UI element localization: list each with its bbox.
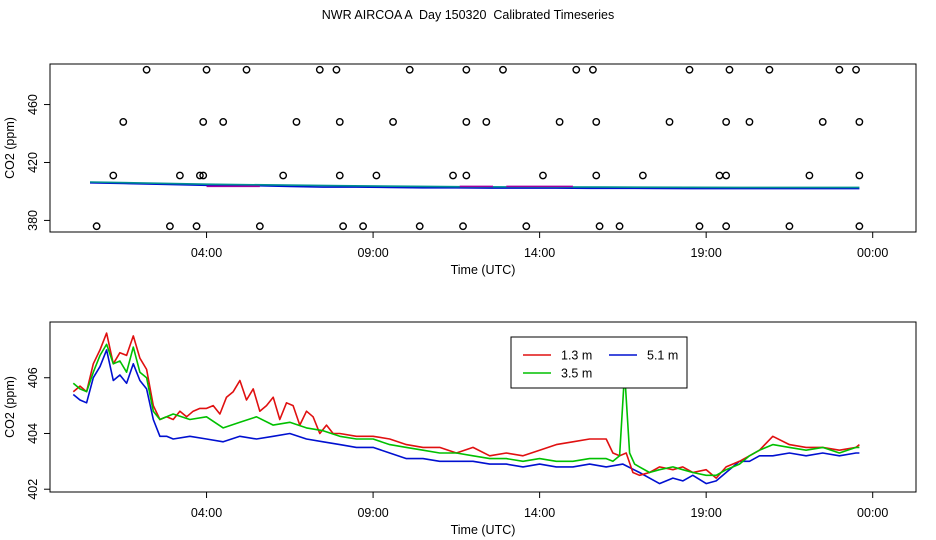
scatter-point [852,65,860,74]
scatter-point [765,65,774,74]
page-title: NWR AIRCOA A Day 150320 Calibrated Times… [321,8,615,22]
scatter-points [92,65,864,231]
scatter-point [595,222,604,231]
x-tick-label: 00:00 [857,246,888,260]
legend-label: 5.1 m [647,349,678,363]
scatter-point [415,222,424,231]
scatter-point [665,118,674,126]
scatter-point [335,118,344,126]
series-lines [72,332,860,485]
scatter-point [725,65,734,74]
scatter-point [522,222,531,231]
scatter-point [255,222,264,231]
scatter-point [199,118,208,126]
scatter-point [722,118,731,126]
x-tick-label: 04:00 [191,506,222,520]
y-tick-label: 402 [26,479,40,500]
x-axis-title: Time (UTC) [451,263,516,277]
top-plot: 04:00 09:00 14:00 19:00 00:00 380 420 460 Time (… [3,63,917,277]
y-axis-title: CO2 (ppm) [3,117,17,179]
x-tick-label: 19:00 [691,246,722,260]
y-tick-label: 380 [26,210,40,231]
scatter-point [119,118,128,126]
legend-label: 1.3 m [561,349,592,363]
scatter-point [449,171,457,180]
x-axis-title: Time (UTC) [451,523,516,537]
scatter-point [695,222,704,231]
scatter-point [555,118,564,126]
scatter-point [202,65,211,74]
scatter-point [592,171,601,180]
x-tick-label: 14:00 [524,506,555,520]
scatter-point [818,118,827,126]
y-tick-label: 420 [26,152,40,173]
x-tick-label: 09:00 [357,506,388,520]
scatter-point [638,171,647,180]
scatter-point [615,222,624,231]
scatter-point [339,222,348,231]
scatter-point [459,222,467,231]
scatter-point [499,65,507,74]
x-tick-label: 00:00 [857,506,888,520]
scatter-point [292,118,301,126]
series-line [72,343,860,477]
scatter-point [462,65,471,74]
scatter-point [745,118,754,126]
scatter-point [92,222,101,231]
scatter-point [175,171,184,180]
scatter-point [335,171,344,180]
scatter-point [219,118,228,126]
scatter-point [722,171,731,180]
y-tick-label: 460 [26,94,40,115]
scatter-point [242,65,251,74]
scatter-point [855,118,864,126]
scatter-point [715,171,724,180]
scatter-point [855,171,864,180]
scatter-point [142,65,151,74]
scatter-point [389,118,397,126]
scatter-point [589,65,597,74]
scatter-point [539,171,547,180]
plot-frame [49,63,917,233]
baseline-line [89,182,860,190]
scatter-point [722,222,731,231]
scatter-point [835,65,844,74]
baseline-lines [89,181,860,190]
scatter-point [315,65,324,74]
scatter-point [685,65,694,74]
scatter-point [359,222,367,231]
legend-box [510,336,688,389]
scatter-point [192,222,201,231]
scatter-point [372,171,381,180]
scatter-point [199,171,208,180]
scatter-point [166,222,174,231]
scatter-point [462,118,471,126]
series-line [72,349,860,485]
x-tick-label: 19:00 [691,506,722,520]
scatter-point [109,171,118,180]
scatter-point [279,171,288,180]
scatter-point [332,65,341,74]
legend-label: 3.5 m [561,367,592,381]
scatter-point [805,171,814,180]
bottom-plot: 04:00 09:00 14:00 19:00 00:00 402 404 406 Time (… [3,321,917,537]
scatter-point [482,118,491,126]
x-tick-label: 09:00 [357,246,388,260]
scatter-point [405,65,414,74]
scatter-point [462,171,471,180]
plot-frame [49,321,917,493]
scatter-point [855,222,864,231]
y-tick-label: 406 [26,367,40,388]
scatter-point [785,222,794,231]
scatter-point [572,65,581,74]
legend: 1.3 m 5.1 m 3.5 m [510,336,688,389]
scatter-point [592,118,601,126]
series-line [72,332,860,479]
x-tick-label: 14:00 [524,246,555,260]
x-tick-label: 04:00 [191,246,222,260]
scatter-point [195,171,204,180]
y-tick-label: 404 [26,423,40,444]
y-axis-title: CO2 (ppm) [3,376,17,438]
